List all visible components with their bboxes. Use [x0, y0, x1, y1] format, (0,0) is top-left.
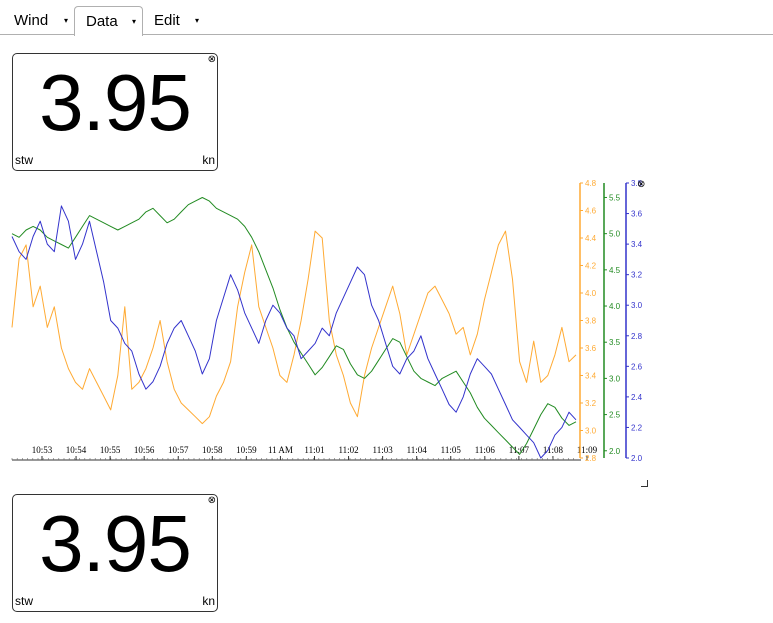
y-tick-label: 3.0 [609, 374, 621, 383]
gauge-name: stw [15, 594, 33, 608]
x-tick-label: 11:02 [338, 445, 358, 455]
tab-wind-label: Wind [14, 12, 49, 29]
y-tick-label: 4.2 [585, 262, 597, 271]
close-icon[interactable]: ⊗ [207, 54, 216, 65]
menu-bar: Wind ▾ Data ▾ Edit ▾ [0, 0, 773, 36]
gauge-unit: kn [202, 153, 215, 167]
tab-edit-label: Edit [154, 12, 180, 29]
time-series-chart: 10:53 10:54 10:55 10:56 10:57 10:58 10:59 11 AM… [0, 175, 660, 495]
y-tick-label: 3.0 [631, 301, 643, 310]
y-tick-label: 2.8 [631, 332, 643, 341]
y-tick-label: 4.5 [609, 266, 621, 275]
x-tick-label: 10:56 [134, 445, 155, 455]
y-tick-label: 5.0 [609, 230, 621, 239]
x-tick-label: 10:59 [236, 445, 257, 455]
y-tick-label: 3.2 [585, 399, 597, 408]
y-tick-label: 3.5 [609, 338, 621, 347]
chevron-down-icon[interactable]: ▾ [195, 16, 200, 25]
y-tick-label: 3.8 [585, 317, 597, 326]
x-tick-label: 11:01 [304, 445, 324, 455]
x-tick-label: 10:57 [168, 445, 189, 455]
x-tick-label: 11:07 [509, 445, 530, 455]
tab-data[interactable]: Data ▾ [74, 6, 143, 36]
x-tick-label: 11:03 [373, 445, 394, 455]
gauge-value: 3.95 [39, 499, 192, 588]
chevron-down-icon[interactable]: ▾ [132, 17, 137, 26]
tab-edit[interactable]: Edit ▾ [140, 6, 210, 35]
x-tick-label: 11:05 [441, 445, 462, 455]
tab-wind[interactable]: Wind ▾ [0, 6, 75, 35]
y-tick-label: 2.0 [631, 454, 643, 463]
y-tick-label: 2.0 [609, 447, 621, 456]
y-tick-label: 3.4 [631, 240, 643, 249]
series-line [11, 205, 577, 459]
y-tick-label: 3.4 [585, 372, 597, 381]
x-tick-label: 10:55 [100, 445, 121, 455]
gauge-value: 3.95 [39, 58, 192, 147]
x-tick-label: 11 AM [268, 445, 293, 455]
y-tick-label: 4.4 [585, 234, 597, 243]
gauge-name: stw [15, 153, 33, 167]
y-tick-label: 4.8 [585, 179, 597, 188]
y-tick-label: 2.6 [631, 362, 643, 371]
x-tick-label: 10:53 [32, 445, 53, 455]
y-tick-label: 3.6 [631, 210, 643, 219]
y-tick-label: 3.0 [585, 427, 597, 436]
x-tick-label: 11:06 [475, 445, 496, 455]
stw-gauge[interactable]: 3.95 stw kn ⊗ [12, 494, 218, 612]
series-line [11, 197, 577, 455]
y-tick-label: 2.4 [631, 393, 643, 402]
x-tick-label: 11:08 [543, 445, 564, 455]
tab-data-label: Data [86, 13, 118, 30]
y-tick-label: 2.2 [631, 423, 643, 432]
y-tick-label: 4.6 [585, 207, 597, 216]
x-tick-label: 10:58 [202, 445, 223, 455]
resize-handle[interactable] [641, 480, 648, 487]
y-tick-label: 3.6 [585, 344, 597, 353]
y-tick-label: 2.5 [609, 411, 621, 420]
chevron-down-icon[interactable]: ▾ [64, 16, 69, 25]
y-tick-label: 4.0 [585, 289, 597, 298]
x-tick-label: 10:54 [66, 445, 87, 455]
y-tick-label: 3.8 [631, 179, 643, 188]
close-icon[interactable]: ⊗ [637, 179, 646, 190]
y-tick-label: 5.5 [609, 193, 621, 202]
series-line [11, 230, 577, 425]
close-icon[interactable]: ⊗ [207, 495, 216, 506]
y-tick-label: 3.2 [631, 271, 643, 280]
x-tick-label: 11:04 [407, 445, 428, 455]
stw-gauge[interactable]: 3.95 stw kn ⊗ [12, 53, 218, 171]
y-tick-label: 2.8 [585, 454, 597, 463]
x-tick-label: 11:09 [577, 445, 598, 455]
gauge-unit: kn [202, 594, 215, 608]
y-tick-label: 4.0 [609, 302, 621, 311]
chart-svg: 10:53 10:54 10:55 10:56 10:57 10:58 10:59 11 AM… [11, 179, 643, 463]
